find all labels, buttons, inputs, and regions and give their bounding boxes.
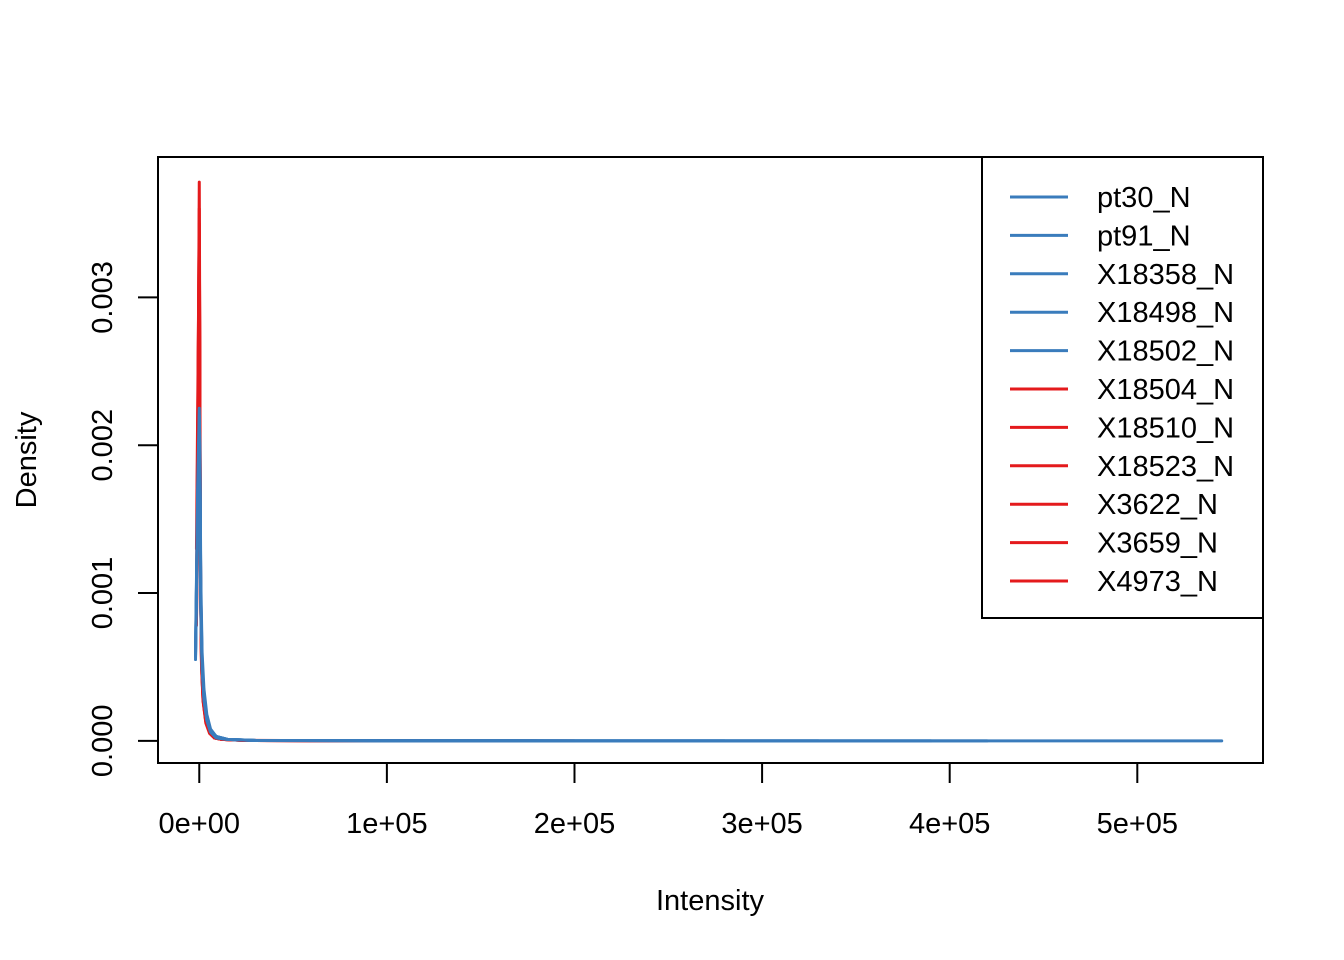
x-tick-label: 1e+05 bbox=[346, 808, 427, 840]
legend-item: pt30_N bbox=[1010, 182, 1191, 214]
legend-label: pt91_N bbox=[1097, 220, 1191, 252]
x-tick-label: 0e+00 bbox=[159, 808, 240, 840]
x-tick-label: 4e+05 bbox=[909, 808, 990, 840]
legend-item: X4973_N bbox=[1010, 566, 1218, 598]
legend-label: pt30_N bbox=[1097, 182, 1191, 214]
legend-item: X18504_N bbox=[1010, 374, 1234, 406]
legend-label: X4973_N bbox=[1097, 566, 1218, 598]
legend-item: X18358_N bbox=[1010, 259, 1234, 291]
legend-label: X3622_N bbox=[1097, 489, 1218, 521]
x-tick-label: 5e+05 bbox=[1097, 808, 1178, 840]
legend-item: X3659_N bbox=[1010, 528, 1218, 560]
legend-item: X18510_N bbox=[1010, 412, 1234, 444]
y-tick-label: 0.001 bbox=[87, 557, 119, 630]
y-axis: 0.000 0.001 0.002 0.003 bbox=[87, 261, 159, 778]
x-tick-label: 2e+05 bbox=[534, 808, 615, 840]
x-axis: 0e+00 1e+05 2e+05 3e+05 4e+05 5e+05 bbox=[159, 762, 1178, 840]
series-line-x18502-n bbox=[194, 436, 727, 743]
legend: pt30_N pt91_N X18358_N X18498_N X18502_N X185… bbox=[981, 156, 1264, 619]
series-layer bbox=[194, 180, 1224, 743]
legend-label: X3659_N bbox=[1097, 528, 1218, 560]
legend-item: X18502_N bbox=[1010, 336, 1234, 368]
y-tick-label: 0.002 bbox=[87, 409, 119, 482]
legend-item: X18498_N bbox=[1010, 297, 1234, 329]
legend-label: X18504_N bbox=[1097, 374, 1234, 406]
legend-item: X18523_N bbox=[1010, 451, 1234, 483]
y-tick-label: 0.000 bbox=[87, 705, 119, 778]
legend-label: X18498_N bbox=[1097, 297, 1234, 329]
legend-item: X3622_N bbox=[1010, 489, 1218, 521]
legend-label: X18502_N bbox=[1097, 336, 1234, 368]
legend-label: X18523_N bbox=[1097, 451, 1234, 483]
x-axis-title: Intensity bbox=[656, 885, 764, 917]
legend-label: X18510_N bbox=[1097, 412, 1234, 444]
legend-items: pt30_N pt91_N X18358_N X18498_N X18502_N X185… bbox=[1010, 182, 1234, 598]
x-tick-label: 3e+05 bbox=[721, 808, 802, 840]
y-axis-title: Density bbox=[11, 411, 43, 508]
legend-label: X18358_N bbox=[1097, 259, 1234, 291]
legend-item: pt91_N bbox=[1010, 220, 1191, 252]
y-tick-label: 0.003 bbox=[87, 261, 119, 334]
